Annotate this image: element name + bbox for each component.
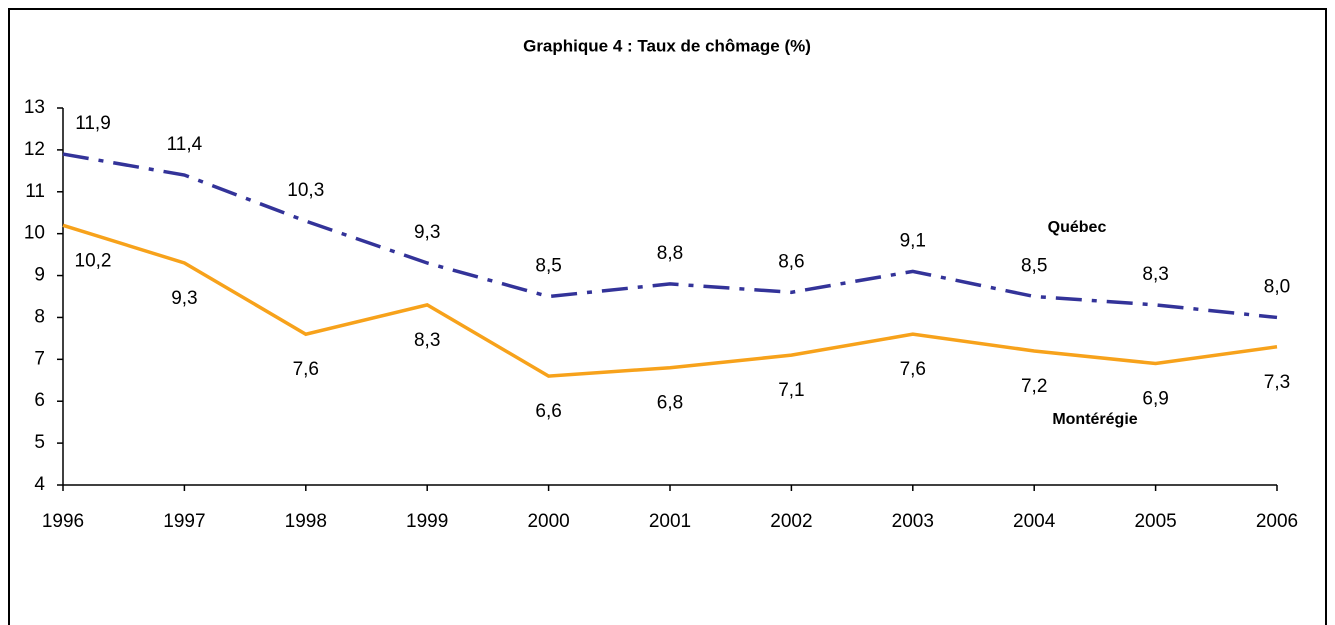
data-label: 8,5	[535, 256, 561, 277]
y-tick-label: 4	[34, 474, 45, 495]
data-label: 6,9	[1142, 389, 1168, 410]
y-tick-label: 7	[34, 348, 45, 369]
y-tick-label: 5	[34, 432, 45, 453]
y-tick-label: 6	[34, 390, 45, 411]
data-label: 10,3	[287, 180, 324, 201]
data-label: 8,5	[1021, 256, 1047, 277]
x-tick-label: 2004	[1013, 511, 1056, 532]
data-label: 10,2	[75, 250, 112, 271]
data-label: 7,6	[900, 359, 926, 380]
data-label: 8,0	[1264, 276, 1290, 297]
chart-frame	[8, 8, 1327, 625]
x-tick-label: 2000	[527, 511, 569, 532]
x-tick-label: 2002	[770, 511, 812, 532]
y-tick-label: 11	[25, 181, 45, 202]
x-tick-label: 1996	[42, 511, 84, 532]
y-tick-label: 9	[34, 265, 45, 286]
data-label: 7,2	[1021, 376, 1047, 397]
line	[62, 152, 1278, 320]
x-tick-label: 1998	[285, 511, 327, 532]
y-tick-label: 10	[24, 223, 45, 244]
data-label: 9,3	[414, 222, 440, 243]
x-tick-label: 2003	[892, 511, 934, 532]
y-tick-label: 13	[24, 97, 45, 118]
x-tick-label: 2006	[1256, 511, 1298, 532]
data-label: 7,6	[293, 359, 319, 380]
data-label: 8,3	[414, 330, 440, 351]
data-label: 8,6	[778, 251, 804, 272]
data-label: 9,3	[171, 288, 197, 309]
y-tick-label: 12	[24, 139, 45, 160]
data-label: 6,8	[657, 393, 683, 414]
data-label: 11,9	[75, 113, 111, 134]
y-tick-label: 8	[34, 306, 45, 327]
data-label: 7,3	[1264, 372, 1290, 393]
chart-title: Graphique 4 : Taux de chômage (%)	[523, 36, 811, 55]
data-label: 8,8	[657, 243, 683, 264]
legend-label: Québec	[1048, 219, 1107, 236]
data-label: 11,4	[167, 134, 203, 155]
x-tick-label: 2005	[1134, 511, 1176, 532]
legend-label: Montérégie	[1052, 411, 1137, 428]
data-label: 7,1	[778, 380, 804, 401]
x-tick-label: 1999	[406, 511, 448, 532]
data-label: 8,3	[1142, 264, 1168, 285]
data-label: 9,1	[900, 230, 926, 251]
x-tick-label: 1997	[163, 511, 205, 532]
data-label: 6,6	[535, 401, 561, 422]
line	[62, 223, 1278, 378]
x-tick-label: 2001	[649, 511, 691, 532]
